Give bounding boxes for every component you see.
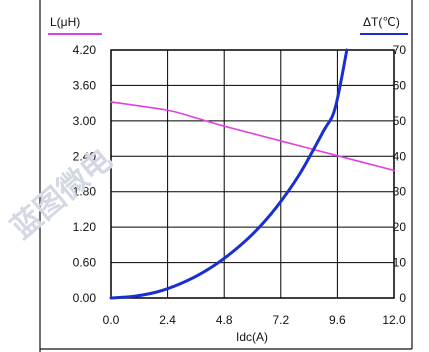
x-tick-label: 0.0 (103, 313, 120, 327)
right-tick-label: 20 (393, 220, 407, 234)
right-tick-label: 60 (393, 78, 407, 92)
left-tick-label: 2.40 (73, 149, 97, 163)
temperature-rise-curve (109, 48, 349, 300)
left-tick-label: 0.00 (73, 291, 97, 305)
plot-area (110, 49, 395, 299)
right-tick-label: 40 (393, 149, 407, 163)
right-tick-label: 30 (393, 185, 407, 199)
right-tick-label: 0 (399, 291, 406, 305)
x-tick-label: 4.8 (216, 313, 233, 327)
x-tick-label: 2.4 (159, 313, 176, 327)
left-tick-label: 1.20 (73, 220, 97, 234)
right-tick-label: 70 (393, 43, 407, 57)
figure-frame (39, 0, 413, 352)
right-axis-tick-labels: 0 10 20 30 40 50 60 70 (393, 43, 407, 305)
x-tick-label: 12.0 (382, 313, 406, 327)
left-axis-tick-labels: 0.00 0.60 1.20 1.80 2.40 3.00 3.60 4.20 (73, 43, 97, 305)
left-tick-label: 0.60 (73, 256, 97, 270)
right-axis-label: ΔT(℃) (363, 15, 400, 29)
right-tick-label: 50 (393, 114, 407, 128)
x-tick-label: 9.6 (329, 313, 346, 327)
right-tick-label: 10 (393, 256, 407, 270)
left-tick-label: 4.20 (73, 43, 97, 57)
left-tick-label: 3.60 (73, 78, 97, 92)
x-axis-label: Idc(A) (236, 330, 268, 344)
series-layer (109, 48, 395, 300)
x-axis-tick-labels: 0.0 2.4 4.8 7.2 9.6 12.0 (103, 313, 406, 327)
left-axis-label: L(μH) (50, 15, 80, 29)
inductance-curve (110, 101, 395, 172)
x-tick-label: 7.2 (272, 313, 289, 327)
left-tick-label: 1.80 (73, 185, 97, 199)
left-tick-label: 3.00 (73, 114, 97, 128)
